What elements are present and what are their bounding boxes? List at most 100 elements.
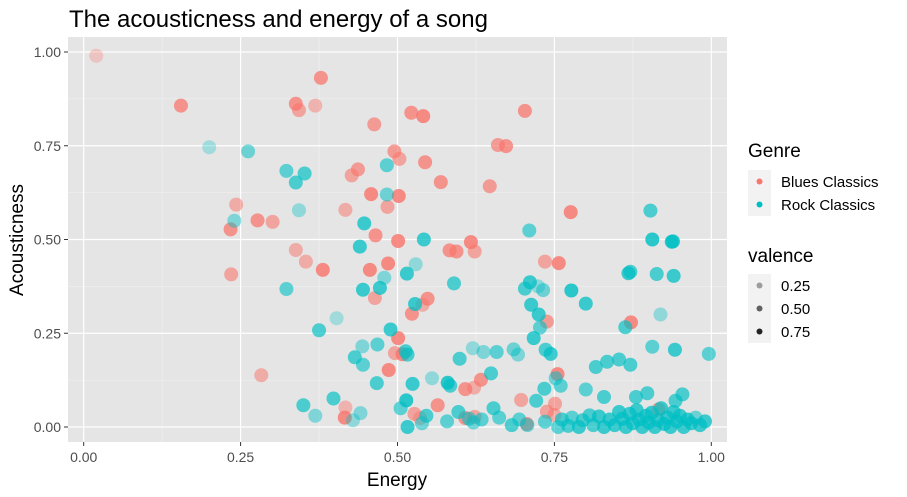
data-point [265, 214, 280, 229]
data-point [537, 254, 552, 269]
data-point [379, 158, 394, 173]
data-point [298, 254, 313, 269]
legend-genre-swatch [756, 201, 763, 208]
data-point [392, 151, 407, 166]
data-point [643, 203, 658, 218]
data-point [506, 342, 521, 357]
data-point [380, 199, 395, 214]
data-point [381, 256, 396, 271]
data-point [701, 346, 716, 361]
y-tick-label: 0.25 [34, 325, 61, 341]
data-point [578, 382, 593, 397]
data-point [345, 413, 360, 428]
data-point [675, 387, 690, 402]
data-point [640, 386, 655, 401]
data-point [291, 103, 306, 118]
data-point [407, 406, 422, 421]
data-point [315, 262, 330, 277]
data-point [430, 398, 445, 413]
legend-genre-label: Rock Classics [781, 197, 875, 214]
data-point [399, 266, 414, 281]
data-point [499, 139, 514, 154]
data-point [202, 140, 217, 155]
legend-genre-swatch [756, 178, 763, 185]
data-point [279, 282, 294, 296]
legend-valence-label: 0.75 [781, 324, 810, 341]
data-point [446, 276, 461, 291]
data-point [227, 213, 242, 228]
legend-valence-keys: 0.25 0.50 0.75 [748, 274, 810, 343]
y-tick-label: 0.50 [34, 232, 61, 248]
legend-key-background [748, 274, 771, 297]
data-point [326, 391, 341, 406]
data-point [517, 103, 532, 118]
data-point [329, 311, 344, 326]
data-point [623, 357, 638, 372]
data-point [254, 368, 269, 383]
data-point [372, 280, 387, 295]
data-point [250, 213, 265, 228]
data-point [308, 408, 323, 423]
data-point [526, 331, 541, 346]
data-point [308, 98, 323, 113]
data-point [297, 166, 312, 181]
data-point [653, 307, 668, 322]
data-point [405, 376, 420, 391]
data-point [524, 297, 539, 312]
data-point [241, 144, 256, 159]
legend-genre-title: Genre [748, 141, 801, 162]
x-tick-label: 1.00 [698, 449, 725, 465]
data-point [465, 341, 480, 356]
data-point [467, 380, 482, 395]
data-point [484, 366, 499, 381]
data-point [536, 283, 551, 298]
data-point [596, 390, 611, 404]
data-point [449, 244, 464, 259]
data-point [416, 109, 431, 124]
data-point [229, 197, 244, 212]
y-axis: 0.00 0.25 0.50 0.75 1.00 [34, 44, 68, 435]
data-point [418, 155, 433, 170]
data-point [288, 175, 303, 190]
data-point [399, 393, 414, 408]
y-tick-label: 0.00 [34, 419, 61, 435]
data-point [623, 264, 638, 279]
legend-valence-swatch [756, 328, 763, 335]
data-point [543, 346, 558, 361]
legend-valence-swatch [756, 282, 763, 289]
data-point [474, 412, 489, 427]
data-point [338, 400, 353, 415]
data-point [537, 381, 552, 396]
data-point [381, 363, 396, 377]
x-axis: 0.00 0.25 0.50 0.75 1.00 [70, 442, 725, 465]
data-point [291, 203, 306, 218]
data-point [408, 297, 423, 311]
data-point [296, 398, 311, 413]
data-point [553, 378, 568, 393]
data-point [362, 262, 377, 277]
data-point [520, 418, 535, 433]
data-point [391, 234, 406, 248]
data-point [408, 257, 423, 272]
data-point [313, 70, 328, 85]
data-point [355, 339, 370, 354]
data-point [489, 345, 504, 359]
x-tick-label: 0.50 [384, 449, 411, 465]
data-point [433, 175, 448, 190]
data-point [564, 283, 579, 298]
data-point [645, 232, 660, 247]
data-point [628, 390, 643, 404]
legend-genre-label: Blues Classics [781, 174, 879, 191]
data-point [368, 228, 383, 243]
data-point [492, 410, 507, 425]
data-point [224, 267, 239, 282]
data-point [379, 187, 394, 202]
chart-title: The acousticness and energy of a song [69, 6, 488, 33]
data-point [578, 296, 593, 311]
data-point [537, 414, 552, 429]
y-axis-title: Acousticness [7, 184, 28, 296]
data-point [698, 414, 713, 429]
x-tick-label: 0.25 [227, 449, 254, 465]
data-point [618, 320, 633, 335]
